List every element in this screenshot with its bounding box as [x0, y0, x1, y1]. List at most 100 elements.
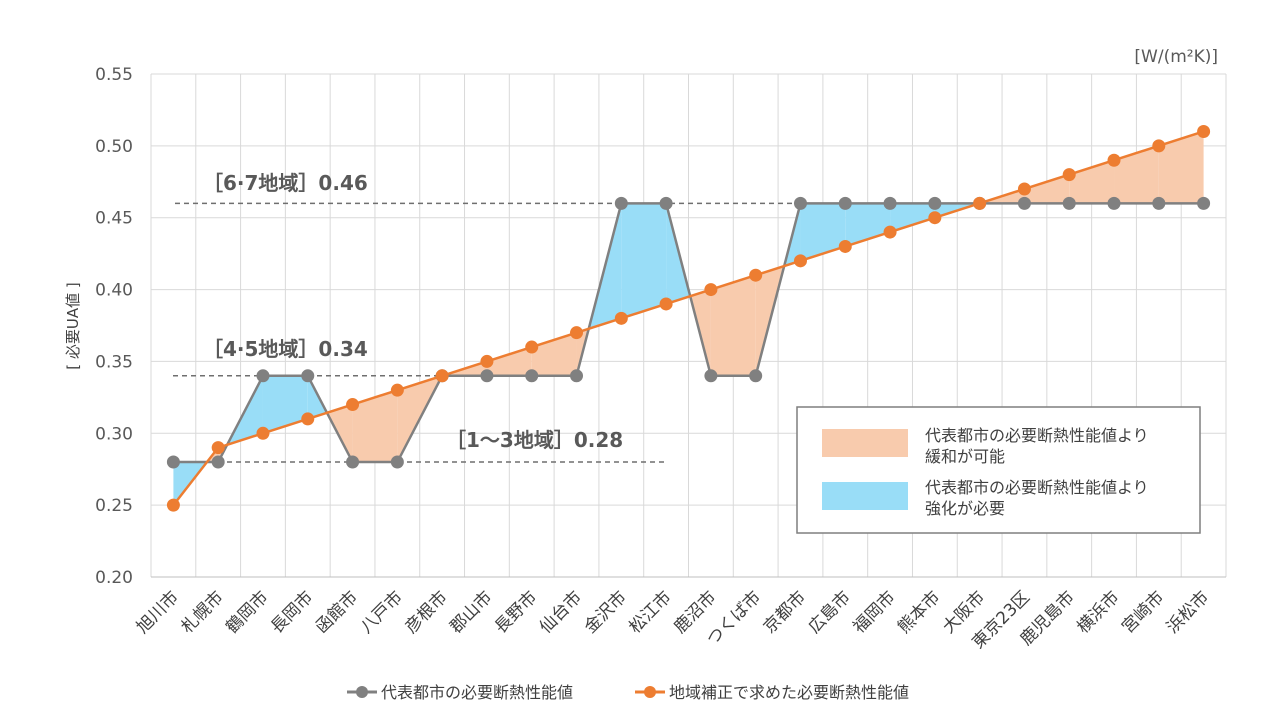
point-corrected	[659, 297, 673, 311]
point-representative	[1197, 196, 1211, 210]
x-tick-label: 広島市	[805, 587, 855, 637]
x-tick-label: 浜松市	[1163, 587, 1213, 637]
y-tick-label: 0.50	[95, 137, 133, 157]
point-corrected	[1197, 124, 1211, 138]
point-corrected	[301, 412, 315, 426]
point-representative	[301, 369, 315, 383]
x-tick-label: 長野市	[491, 587, 541, 637]
fill-strengthen	[800, 203, 846, 261]
point-corrected	[1152, 139, 1166, 153]
x-tick-labels: 旭川市札幌市鶴岡市長岡市函館市八戸市彦根市郡山市長野市仙台市金沢市松江市鹿沼市つ…	[133, 587, 1213, 653]
y-tick-label: 0.30	[95, 424, 133, 444]
x-tick-label: 横浜市	[1073, 587, 1123, 637]
point-representative	[166, 455, 180, 469]
fill-relax	[710, 275, 756, 376]
point-corrected	[1062, 168, 1076, 182]
point-corrected	[570, 326, 584, 340]
point-corrected	[614, 311, 628, 325]
point-corrected	[1017, 182, 1031, 196]
x-tick-label: 彦根市	[401, 587, 451, 637]
fill-areas	[173, 131, 1204, 506]
reference-label: ［6·7地域］0.46	[203, 171, 368, 195]
point-corrected	[704, 283, 718, 297]
x-tick-label: 熊本市	[894, 587, 944, 637]
point-representative	[614, 196, 628, 210]
y-axis-label: [ 必要UA値 ]	[64, 282, 82, 369]
fill-relax	[1114, 145, 1159, 204]
fill-relax	[1024, 174, 1070, 204]
point-representative	[211, 455, 225, 469]
x-tick-label: 旭川市	[133, 587, 183, 637]
point-corrected	[1107, 153, 1121, 167]
reference-lines: ［6·7地域］0.46 ［4·5地域］0.34 ［1～3地域］0.28	[173, 171, 793, 463]
x-tick-label: 福岡市	[849, 587, 899, 637]
unit-label: [W/(m²K)]	[1134, 47, 1218, 67]
fill-legend-frame	[796, 406, 1201, 534]
legend-strengthen-line1: 代表都市の必要断熱性能値より	[925, 478, 1149, 497]
point-corrected	[435, 369, 449, 383]
point-representative	[838, 196, 852, 210]
point-representative	[390, 455, 404, 469]
point-representative	[749, 369, 763, 383]
x-tick-label: 長岡市	[267, 587, 317, 637]
x-tick-label: 鶴岡市	[222, 587, 272, 637]
x-tick-label: 函館市	[312, 587, 362, 637]
point-corrected	[749, 268, 763, 282]
point-corrected	[793, 254, 807, 268]
series-line-corrected	[172, 130, 1204, 506]
y-tick-label: 0.20	[95, 568, 133, 588]
fill-relax	[1069, 160, 1115, 204]
point-corrected	[973, 196, 987, 210]
point-representative	[480, 369, 494, 383]
x-tick-label: 郡山市	[446, 587, 496, 637]
fill-relax	[1158, 131, 1204, 204]
point-corrected	[838, 239, 852, 253]
point-representative	[1107, 196, 1121, 210]
fill-strengthen	[262, 375, 308, 434]
point-representative	[883, 196, 897, 210]
legend-strengthen-line2: 強化が必要	[925, 499, 1005, 518]
x-tick-label: 宮崎市	[1118, 587, 1168, 637]
point-corrected	[346, 398, 360, 412]
point-corrected	[256, 426, 270, 440]
fill-strengthen	[621, 203, 667, 319]
reference-label: ［1～3地域］0.28	[446, 428, 623, 452]
y-tick-label: 0.35	[95, 352, 133, 372]
point-corrected	[480, 354, 494, 368]
legend-label-representative: 代表都市の必要断熱性能値	[381, 683, 573, 702]
point-representative	[1017, 196, 1031, 210]
series-legend: 代表都市の必要断熱性能値 地域補正で求めた必要断熱性能値	[347, 683, 909, 702]
point-corrected	[211, 441, 225, 455]
y-tick-label: 0.40	[95, 281, 133, 301]
point-representative	[525, 369, 539, 383]
point-corrected	[390, 383, 404, 397]
legend-relax-line2: 緩和が可能	[925, 447, 1005, 466]
point-representative	[256, 369, 270, 383]
y-tick-labels: 0.20 0.25 0.30 0.35 0.40 0.45 0.50 0.55	[95, 65, 133, 588]
point-representative	[659, 196, 673, 210]
legend-swatch-strengthen	[822, 482, 908, 510]
series-line-representative	[173, 202, 1204, 464]
legend-marker-representative	[356, 686, 368, 698]
point-representative	[1062, 196, 1076, 210]
x-tick-label: 札幌市	[178, 587, 228, 637]
legend-marker-corrected	[644, 686, 656, 698]
point-representative	[570, 369, 584, 383]
point-representative	[704, 369, 718, 383]
legend-relax-line1: 代表都市の必要断熱性能値より	[925, 426, 1149, 445]
legend-swatch-relax	[822, 429, 908, 457]
point-representative	[346, 455, 360, 469]
x-tick-label: 仙台市	[536, 587, 586, 637]
point-corrected	[883, 225, 897, 239]
point-representative	[793, 196, 807, 210]
fill-strengthen	[890, 203, 935, 233]
series-group	[166, 124, 1211, 512]
y-tick-label: 0.25	[95, 496, 133, 516]
x-tick-label: 京都市	[760, 587, 810, 637]
y-tick-label: 0.45	[95, 209, 133, 229]
x-tick-label: 金沢市	[581, 587, 631, 637]
x-tick-label: 松江市	[625, 587, 675, 637]
point-representative	[1152, 196, 1166, 210]
fill-relax	[486, 347, 532, 376]
